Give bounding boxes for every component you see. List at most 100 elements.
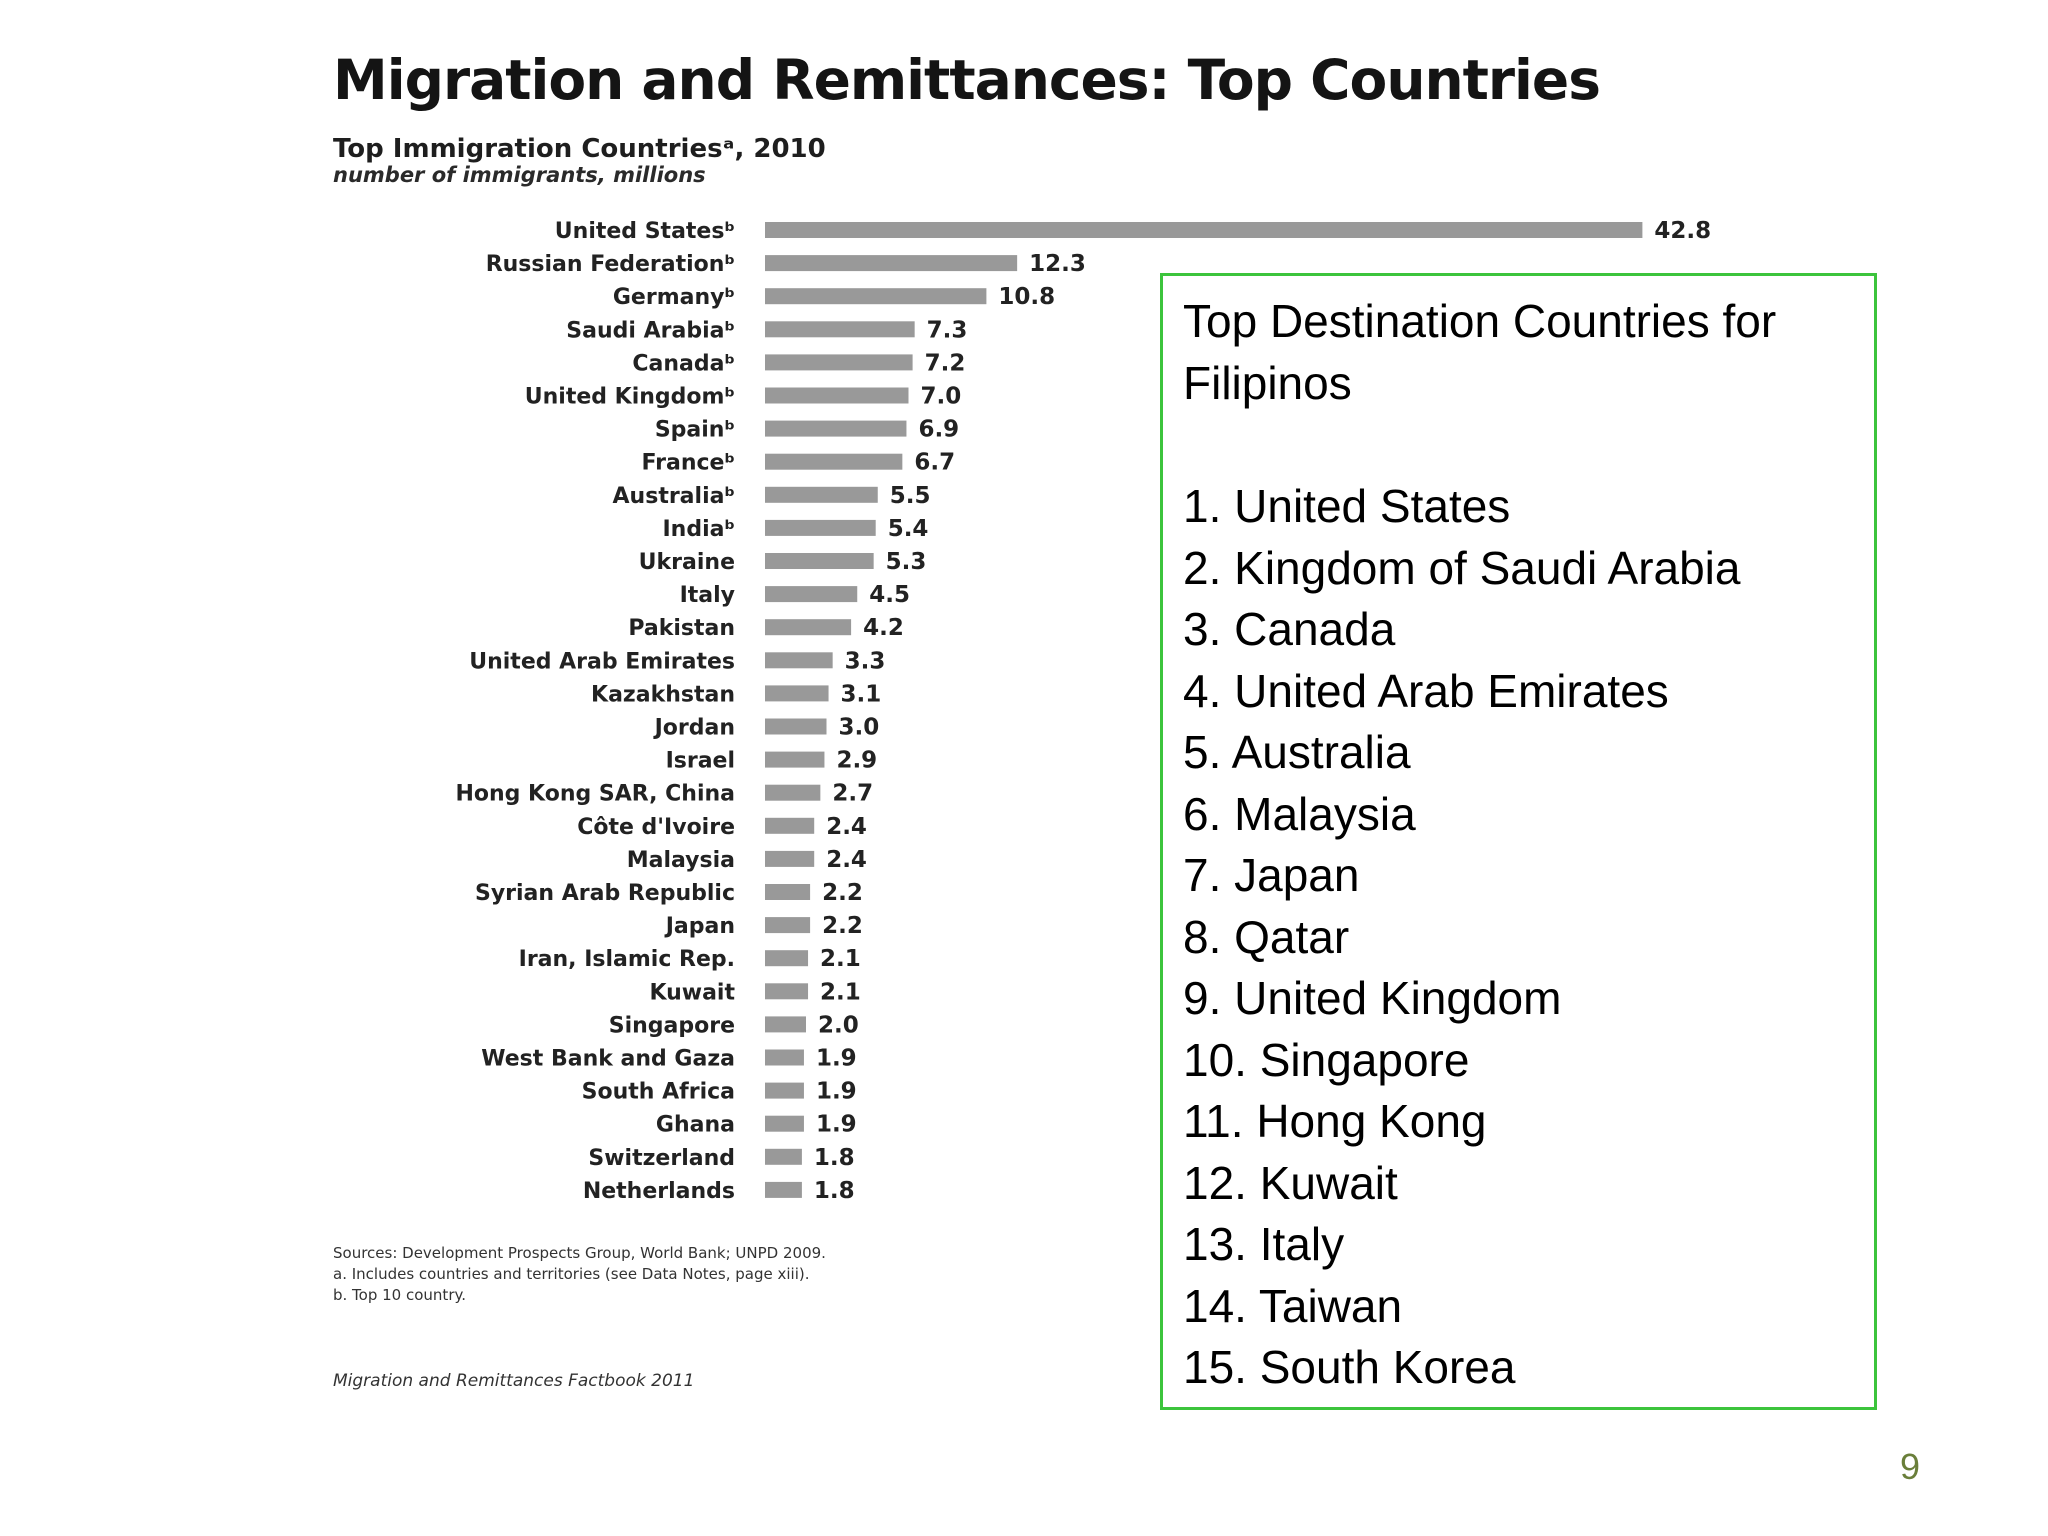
bar — [765, 586, 858, 603]
category-label: Côte d'Ivoire — [577, 815, 735, 840]
value-label: 1.8 — [814, 1145, 855, 1171]
value-label: 2.2 — [822, 913, 863, 939]
value-label: 2.1 — [820, 946, 861, 972]
chart-note-a: a. Includes countries and territories (s… — [333, 1265, 810, 1283]
destinations-title: Top Destination Countries for Filipinos — [1183, 295, 1777, 409]
value-label: 3.3 — [845, 648, 886, 674]
bar — [765, 685, 829, 702]
bar — [765, 652, 833, 669]
value-label: 5.5 — [890, 483, 931, 509]
value-label: 2.0 — [818, 1012, 859, 1038]
bar — [765, 222, 1643, 238]
category-label: United Kingdomᵇ — [525, 385, 735, 410]
value-label: 2.2 — [822, 880, 863, 906]
category-label: Switzerland — [588, 1146, 735, 1171]
list-item: 5. Australia — [1183, 726, 1411, 778]
bar — [765, 1181, 802, 1198]
category-label: Italy — [680, 583, 735, 608]
bar — [765, 850, 815, 867]
category-label: Jordan — [653, 716, 735, 741]
bar — [765, 321, 915, 338]
bar — [765, 288, 987, 305]
value-label: 2.4 — [826, 847, 867, 873]
category-label: Pakistan — [628, 616, 735, 641]
value-label: 5.3 — [886, 549, 927, 575]
category-label: Saudi Arabiaᵇ — [566, 318, 735, 343]
category-label: Germanyᵇ — [613, 285, 735, 310]
bar — [765, 255, 1018, 272]
list-item: 7. Japan — [1183, 849, 1360, 901]
category-label: Ukraine — [639, 550, 735, 575]
value-label: 4.2 — [863, 615, 904, 641]
list-item: 14. Taiwan — [1183, 1279, 1403, 1332]
bar — [765, 1082, 804, 1099]
value-label: 2.1 — [820, 979, 861, 1005]
category-label: Kazakhstan — [591, 682, 735, 707]
category-label: Franceᵇ — [642, 451, 735, 476]
bar — [765, 950, 809, 967]
value-label: 1.9 — [816, 1046, 857, 1072]
list-item: 13. Italy — [1183, 1218, 1345, 1270]
source-footer: Migration and Remittances Factbook 2011 — [333, 1371, 695, 1391]
list-item: 3. Canada — [1183, 603, 1396, 655]
value-label: 7.2 — [925, 350, 966, 376]
bar — [765, 354, 913, 371]
value-label: 1.8 — [814, 1178, 855, 1204]
slide-number: 9 — [1900, 1446, 1921, 1487]
page-title: Migration and Remittances: Top Countries — [333, 48, 1601, 112]
category-label: West Bank and Gaza — [481, 1047, 735, 1072]
category-label: Hong Kong SAR, China — [455, 782, 735, 807]
destinations-list: 1. United States 2. Kingdom of Saudi Ara… — [1183, 476, 1854, 1399]
value-label: 2.7 — [832, 781, 873, 807]
bar — [765, 1148, 802, 1165]
list-item: 1. United States — [1183, 480, 1511, 532]
bar — [765, 817, 815, 834]
category-label: Australiaᵇ — [613, 484, 735, 509]
list-item: 11. Hong Kong — [1183, 1095, 1487, 1147]
value-label: 1.9 — [816, 1079, 857, 1105]
category-label: Spainᵇ — [655, 418, 735, 443]
bar — [765, 1016, 806, 1033]
category-label: Ghana — [656, 1113, 735, 1138]
value-label: 42.8 — [1654, 218, 1711, 244]
value-label: 4.5 — [869, 582, 910, 608]
bar — [765, 619, 852, 636]
category-label: South Africa — [582, 1080, 735, 1105]
category-label: United Arab Emirates — [469, 649, 735, 674]
bar — [765, 387, 909, 404]
category-label: Japan — [664, 914, 735, 939]
category-label: Russian Federationᵇ — [486, 252, 735, 277]
value-label: 12.3 — [1029, 251, 1086, 277]
bar — [765, 751, 825, 768]
bar — [765, 784, 821, 801]
value-label: 5.4 — [888, 516, 929, 542]
chart-note-b: b. Top 10 country. — [333, 1286, 466, 1304]
list-item: 9. United Kingdom — [1183, 972, 1562, 1024]
bar — [765, 420, 907, 437]
bar — [765, 983, 809, 1000]
bar — [765, 519, 876, 536]
value-label: 2.9 — [836, 748, 877, 774]
value-label: 6.9 — [918, 417, 959, 443]
list-item: 4. United Arab Emirates — [1183, 664, 1669, 717]
category-label: Iran, Islamic Rep. — [519, 947, 735, 972]
value-label: 2.4 — [826, 814, 867, 840]
list-item: 15. South Korea — [1183, 1341, 1516, 1393]
bar — [765, 553, 874, 569]
list-item: 6. Malaysia — [1183, 787, 1416, 840]
bar — [765, 1049, 804, 1066]
bar — [765, 718, 827, 735]
category-label: Netherlands — [583, 1179, 735, 1204]
bar — [765, 453, 903, 470]
value-label: 7.3 — [927, 317, 968, 343]
category-label: Canadaᵇ — [632, 351, 735, 376]
value-label: 6.7 — [914, 450, 955, 476]
chart-note-sources: Sources: Development Prospects Group, Wo… — [333, 1244, 826, 1262]
bar — [765, 884, 811, 900]
chart-subtitle: number of immigrants, millions — [333, 163, 706, 187]
value-label: 3.1 — [841, 681, 882, 707]
value-label: 3.0 — [839, 715, 880, 741]
list-item: 8. Qatar — [1183, 910, 1350, 963]
